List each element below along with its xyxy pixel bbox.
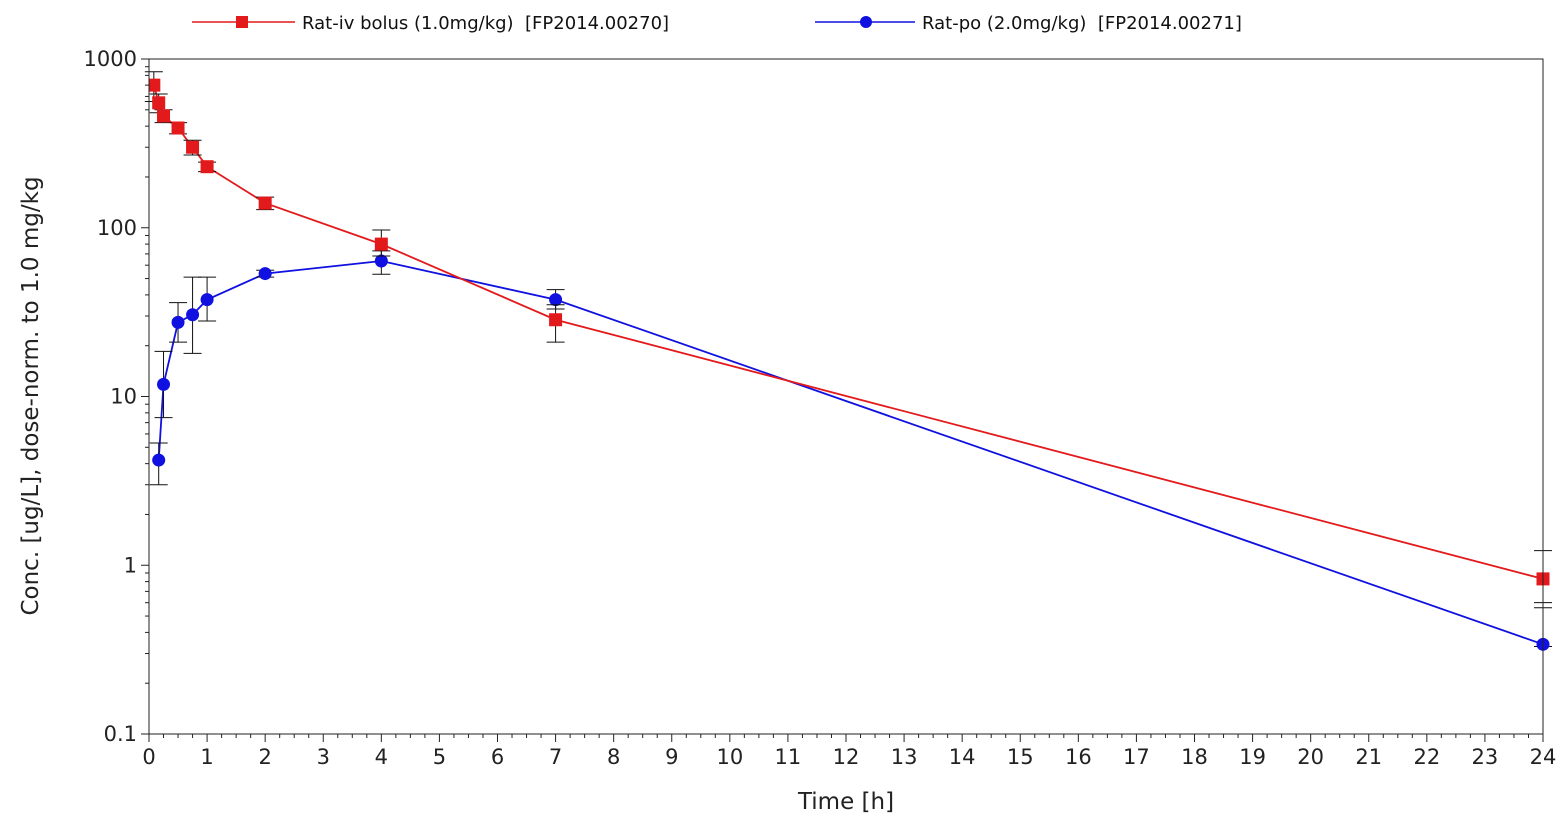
- x-tick-label: 10: [716, 745, 743, 769]
- x-tick-label: 11: [775, 745, 802, 769]
- data-point: [549, 313, 563, 327]
- data-point: [152, 96, 166, 110]
- x-tick-label: 0: [142, 745, 155, 769]
- data-point: [157, 109, 171, 123]
- data-point: [186, 308, 200, 322]
- x-tick-label: 15: [1007, 745, 1034, 769]
- x-tick-label: 5: [433, 745, 446, 769]
- x-tick-label: 7: [549, 745, 562, 769]
- x-tick-label: 6: [491, 745, 504, 769]
- data-point: [152, 453, 166, 467]
- y-tick-label: 10: [110, 385, 137, 409]
- x-tick-label: 2: [258, 745, 271, 769]
- y-axis-title: Conc. [ug/L], dose-norm. to 1.0 mg/kg: [18, 176, 44, 615]
- series-po: [149, 250, 1552, 651]
- x-tick-label: 3: [317, 745, 330, 769]
- x-tick-label: 24: [1530, 745, 1557, 769]
- x-tick-label: 4: [375, 745, 388, 769]
- x-tick-label: 9: [665, 745, 678, 769]
- x-tick-label: 1: [200, 745, 213, 769]
- data-point: [157, 377, 171, 391]
- x-tick-label: 14: [949, 745, 976, 769]
- legend-item-iv: Rat-iv bolus (1.0mg/kg) [FP2014.00270]: [192, 13, 669, 34]
- data-point: [171, 121, 185, 135]
- y-tick-label: 1: [124, 553, 137, 577]
- data-point: [200, 293, 214, 307]
- legend-item-po: Rat-po (2.0mg/kg) [FP2014.00271]: [815, 13, 1242, 34]
- legend-iv-marker: [236, 16, 248, 28]
- x-tick-label: 19: [1239, 745, 1266, 769]
- x-tick-label: 20: [1297, 745, 1324, 769]
- x-tick-label: 8: [607, 745, 620, 769]
- data-point: [186, 140, 200, 154]
- x-tick-label: 17: [1123, 745, 1150, 769]
- legend-po-label: Rat-po (2.0mg/kg) [FP2014.00271]: [922, 13, 1242, 34]
- y-tick-label: 1000: [84, 47, 137, 71]
- plot-frame: [148, 58, 1544, 735]
- legend: Rat-iv bolus (1.0mg/kg) [FP2014.00270] R…: [192, 13, 1242, 34]
- data-point: [549, 293, 563, 307]
- data-point: [200, 160, 214, 174]
- x-tick-label: 21: [1355, 745, 1382, 769]
- data-point: [374, 237, 388, 251]
- data-point: [149, 78, 161, 92]
- data-point: [258, 196, 272, 210]
- x-tick-label: 23: [1472, 745, 1499, 769]
- x-tick-label: 12: [833, 745, 860, 769]
- x-tick-label: 18: [1181, 745, 1208, 769]
- series-layer: [144, 71, 1552, 651]
- x-tick-label: 16: [1065, 745, 1092, 769]
- series-line: [152, 84, 1544, 580]
- data-point: [258, 267, 272, 281]
- x-tick-label: 22: [1413, 745, 1440, 769]
- y-tick-label: 100: [97, 216, 137, 240]
- legend-iv-label: Rat-iv bolus (1.0mg/kg) [FP2014.00270]: [302, 13, 669, 34]
- legend-po-marker: [860, 16, 872, 28]
- x-axis-title: Time [h]: [797, 789, 894, 815]
- series-line: [157, 260, 1544, 646]
- axes: 0 1 2 3 4 5 6 7 8 9 10 11 12 13 14 15 16 17 18 19 20 21 22 23 24…: [84, 47, 1557, 769]
- series-iv: [144, 71, 1552, 604]
- data-point: [374, 254, 388, 268]
- y-tick-label: 0.1: [104, 722, 137, 746]
- data-point: [171, 315, 185, 329]
- x-tick-label: 13: [891, 745, 918, 769]
